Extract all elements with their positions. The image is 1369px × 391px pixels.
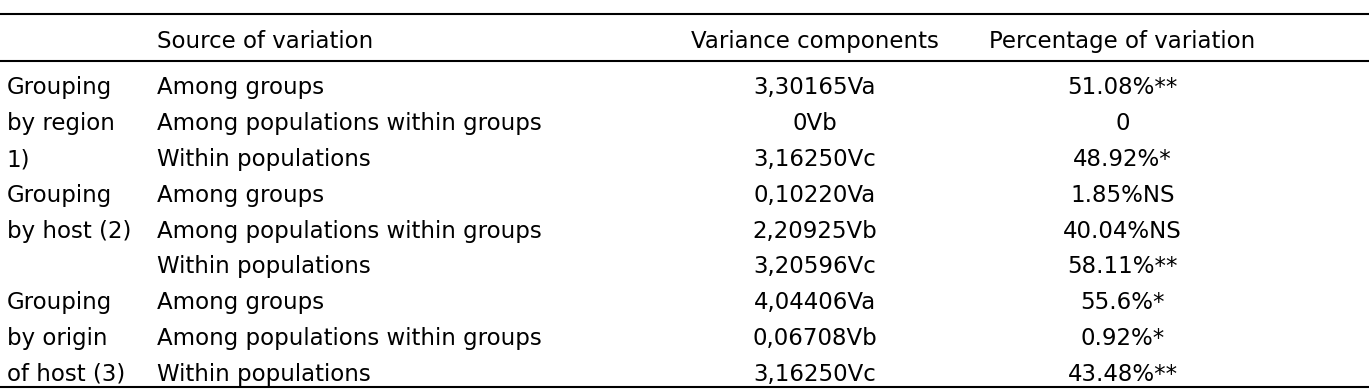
Text: 3,16250Vc: 3,16250Vc (753, 363, 876, 386)
Text: 0: 0 (1116, 112, 1129, 135)
Text: Among groups: Among groups (157, 77, 324, 99)
Text: by region: by region (7, 112, 115, 135)
Text: 43.48%**: 43.48%** (1068, 363, 1177, 386)
Text: 3,30165Va: 3,30165Va (753, 77, 876, 99)
Text: 0,10220Va: 0,10220Va (753, 184, 876, 207)
Text: Grouping: Grouping (7, 77, 112, 99)
Text: 1.85%NS: 1.85%NS (1071, 184, 1175, 207)
Text: Among populations within groups: Among populations within groups (157, 220, 542, 242)
Text: Percentage of variation: Percentage of variation (990, 30, 1255, 52)
Text: 2,20925Vb: 2,20925Vb (752, 220, 878, 242)
Text: 0.92%*: 0.92%* (1080, 327, 1165, 350)
Text: 1): 1) (7, 148, 30, 171)
Text: by origin: by origin (7, 327, 107, 350)
Text: 55.6%*: 55.6%* (1080, 291, 1165, 314)
Text: 58.11%**: 58.11%** (1068, 255, 1177, 278)
Text: Within populations: Within populations (157, 255, 371, 278)
Text: Among populations within groups: Among populations within groups (157, 327, 542, 350)
Text: 48.92%*: 48.92%* (1073, 148, 1172, 171)
Text: Grouping: Grouping (7, 291, 112, 314)
Text: Variance components: Variance components (690, 30, 939, 52)
Text: 0,06708Vb: 0,06708Vb (752, 327, 878, 350)
Text: 3,16250Vc: 3,16250Vc (753, 148, 876, 171)
Text: 4,04406Va: 4,04406Va (753, 291, 876, 314)
Text: by host (2): by host (2) (7, 220, 131, 242)
Text: 3,20596Vc: 3,20596Vc (753, 255, 876, 278)
Text: Grouping: Grouping (7, 184, 112, 207)
Text: of host (3): of host (3) (7, 363, 125, 386)
Text: 40.04%NS: 40.04%NS (1064, 220, 1181, 242)
Text: 0Vb: 0Vb (793, 112, 836, 135)
Text: Within populations: Within populations (157, 148, 371, 171)
Text: Among groups: Among groups (157, 291, 324, 314)
Text: Among populations within groups: Among populations within groups (157, 112, 542, 135)
Text: Among groups: Among groups (157, 184, 324, 207)
Text: 51.08%**: 51.08%** (1068, 77, 1177, 99)
Text: Within populations: Within populations (157, 363, 371, 386)
Text: Source of variation: Source of variation (157, 30, 374, 52)
